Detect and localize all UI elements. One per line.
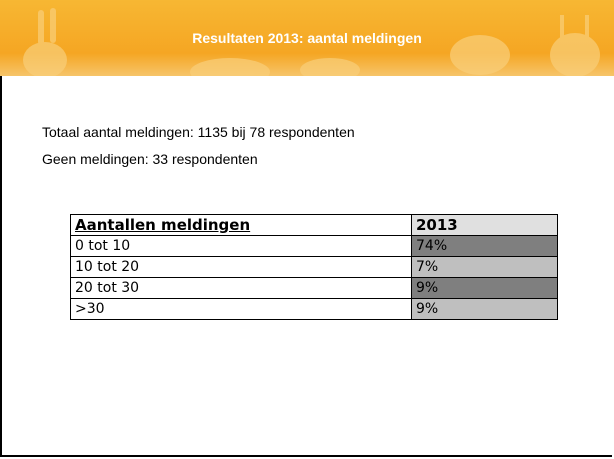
slide-title: Resultaten 2013: aantal meldingen	[192, 30, 422, 46]
table-row: 10 tot 20 7%	[70, 256, 558, 278]
header-cell: 2013	[411, 214, 558, 236]
results-table: Aantallen meldingen 2013 0 tot 10 74% 10…	[70, 214, 558, 320]
cell: 7%	[411, 256, 558, 278]
cell: 74%	[411, 235, 558, 257]
text-line: Geen meldingen: 33 respondenten	[42, 151, 258, 167]
table-row: 0 tot 10 74%	[70, 235, 558, 257]
header-cell: Aantallen meldingen	[70, 214, 412, 236]
cell: 20 tot 30	[70, 277, 412, 299]
table-row: 20 tot 30 9%	[70, 277, 558, 299]
header-decoration	[23, 8, 600, 76]
table-header-row: Aantallen meldingen 2013	[70, 214, 558, 236]
cell: 9%	[411, 298, 558, 320]
text-line: Totaal aantal meldingen: 1135 bij 78 res…	[42, 124, 355, 140]
cell: 0 tot 10	[70, 235, 412, 257]
cell: 9%	[411, 277, 558, 299]
cell: >30	[70, 298, 412, 320]
table-row: >30 9%	[70, 298, 558, 320]
cell: 10 tot 20	[70, 256, 412, 278]
header-band: Resultaten 2013: aantal meldingen	[0, 0, 614, 76]
